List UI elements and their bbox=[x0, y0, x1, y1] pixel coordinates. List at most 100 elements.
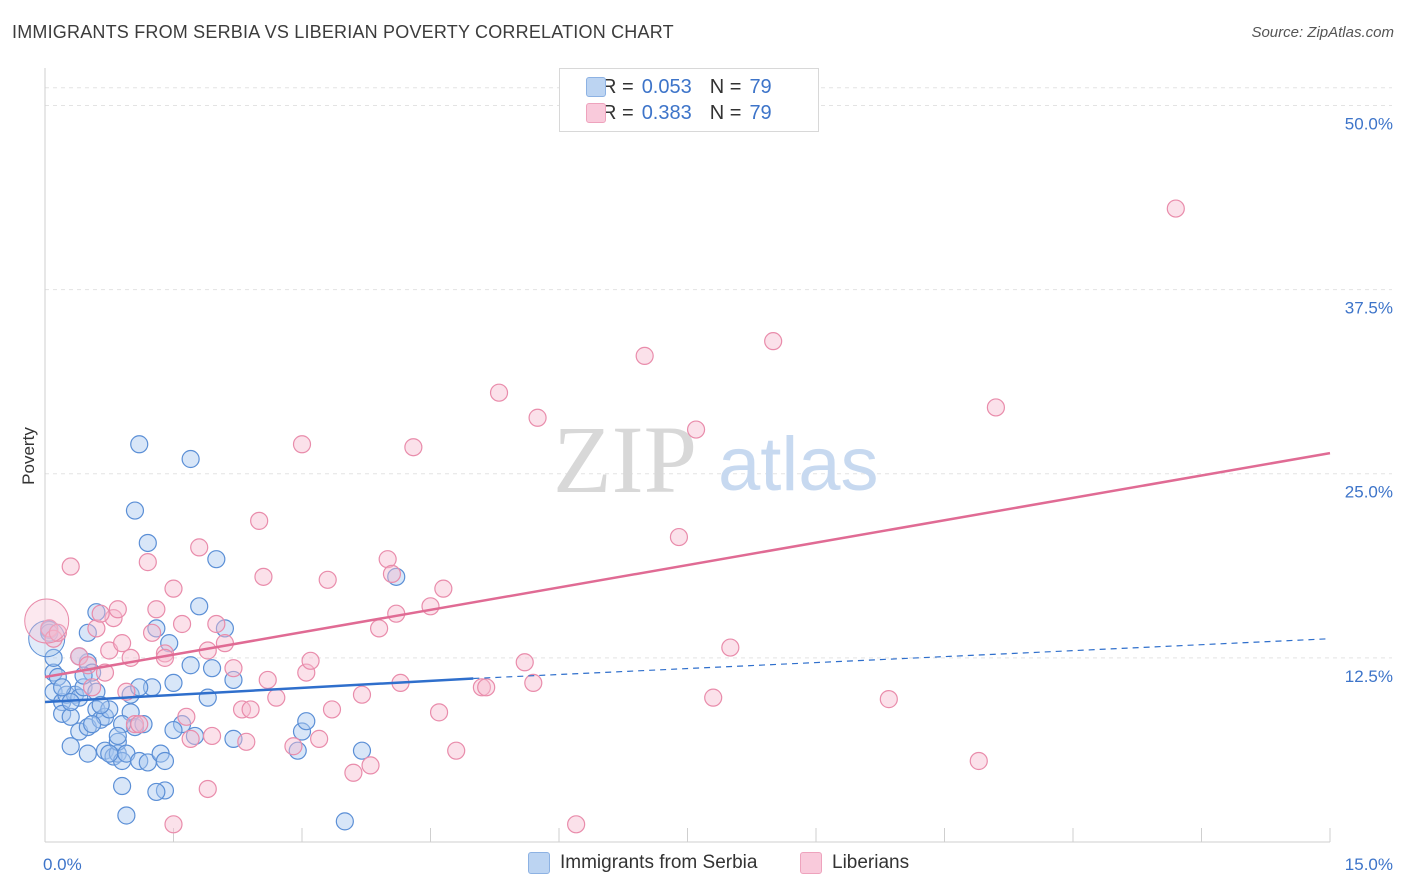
trend-line-serbia-extrapolated bbox=[473, 638, 1331, 680]
y-tick-label: 12.5% bbox=[1345, 667, 1393, 686]
data-point-liberia bbox=[112, 634, 132, 653]
correlation-legend: R = 0.053 N = 79 R = 0.383 N = 79 bbox=[559, 68, 819, 132]
x-tick-label: 0.0% bbox=[43, 855, 82, 874]
x-tick-label: 15.0% bbox=[1345, 855, 1393, 874]
data-point-serbia bbox=[125, 501, 145, 520]
data-point-serbia bbox=[164, 720, 183, 740]
data-point-serbia bbox=[61, 737, 80, 756]
data-point-liberia bbox=[370, 619, 389, 638]
series-serbia-points bbox=[28, 435, 406, 831]
data-point-liberia bbox=[704, 688, 723, 707]
data-point-liberia bbox=[447, 741, 466, 760]
data-point-liberia bbox=[361, 756, 380, 775]
data-point-serbia bbox=[160, 634, 179, 653]
data-point-liberia bbox=[164, 815, 183, 834]
data-point-liberia bbox=[130, 715, 149, 734]
data-point-liberia bbox=[297, 663, 316, 682]
data-point-liberia bbox=[764, 332, 783, 351]
data-point-liberia bbox=[190, 538, 209, 557]
data-point-liberia bbox=[635, 346, 654, 365]
data-point-serbia bbox=[70, 688, 89, 707]
data-point-liberia bbox=[515, 653, 534, 672]
legend-swatch-serbia bbox=[586, 77, 606, 97]
axes bbox=[44, 68, 1331, 843]
data-point-liberia bbox=[142, 623, 162, 642]
data-point-serbia bbox=[108, 726, 127, 746]
data-point-liberia bbox=[721, 638, 740, 657]
data-point-liberia bbox=[986, 398, 1006, 417]
data-point-liberia bbox=[310, 729, 329, 748]
watermark: ZIP atlas bbox=[553, 406, 879, 513]
data-point-liberia bbox=[477, 678, 496, 697]
data-point-liberia bbox=[61, 557, 80, 576]
data-point-liberia bbox=[87, 619, 106, 638]
data-point-liberia bbox=[284, 737, 303, 756]
data-point-liberia bbox=[40, 619, 59, 638]
y-tick-label: 37.5% bbox=[1345, 299, 1393, 318]
data-point-serbia bbox=[202, 659, 222, 678]
trend-lines bbox=[44, 451, 1331, 704]
data-point-liberia bbox=[125, 715, 145, 734]
legend-row-liberia: R = 0.383 N = 79 bbox=[586, 101, 772, 125]
data-point-liberia-large bbox=[24, 598, 70, 644]
data-point-liberia bbox=[472, 678, 491, 697]
legend-liberia-r-label: R = bbox=[602, 101, 634, 124]
data-point-serbia bbox=[352, 741, 372, 760]
data-point-liberia bbox=[117, 682, 136, 701]
gridlines bbox=[45, 87, 1392, 659]
legend-serbia-n-value: 79 bbox=[749, 75, 772, 98]
data-point-liberia bbox=[207, 614, 226, 634]
y-tick-label: 50.0% bbox=[1345, 114, 1393, 133]
data-point-liberia bbox=[528, 408, 547, 427]
bottom-legend-liberia-label: Liberians bbox=[832, 852, 910, 873]
chart-source: Source: ZipAtlas.com bbox=[1251, 24, 1394, 41]
data-point-liberia bbox=[254, 567, 273, 586]
bottom-legend-serbia: Immigrants from Serbia bbox=[528, 852, 757, 874]
data-point-serbia bbox=[91, 695, 110, 715]
data-point-liberia bbox=[352, 685, 372, 704]
data-point-liberia bbox=[669, 527, 689, 547]
data-point-serbia bbox=[190, 597, 209, 616]
y-tick-labels: 12.5% 25.0% 37.5% 50.0% bbox=[1345, 114, 1393, 685]
x-tick-labels: 0.0% 15.0% bbox=[43, 855, 1393, 874]
data-point-liberia bbox=[241, 700, 260, 719]
data-point-serbia bbox=[164, 673, 183, 693]
data-point-liberia bbox=[1166, 199, 1185, 218]
trend-line-serbia bbox=[44, 677, 474, 704]
legend-liberia-n-value: 79 bbox=[749, 101, 772, 124]
data-point-serbia bbox=[44, 648, 63, 667]
data-point-liberia bbox=[224, 659, 243, 678]
data-point-liberia bbox=[879, 690, 898, 709]
data-point-serbia bbox=[78, 744, 97, 763]
chart-title: IMMIGRANTS FROM SERBIA VS LIBERIAN POVER… bbox=[12, 22, 674, 42]
data-point-liberia bbox=[421, 597, 440, 616]
data-point-liberia bbox=[567, 815, 586, 834]
data-point-liberia bbox=[318, 570, 337, 589]
bottom-legend-swatch-serbia bbox=[528, 852, 550, 874]
data-point-liberia bbox=[83, 678, 102, 697]
legend-swatch-liberia bbox=[586, 103, 606, 123]
y-axis-label: Poverty bbox=[19, 427, 38, 485]
data-point-serbia bbox=[181, 656, 200, 675]
data-point-serbia bbox=[78, 623, 97, 642]
legend-serbia-n-label: N = bbox=[709, 75, 742, 98]
data-point-serbia bbox=[100, 700, 119, 719]
data-point-liberia bbox=[181, 729, 200, 748]
bottom-legend-liberia: Liberians bbox=[800, 852, 909, 874]
data-point-liberia bbox=[292, 435, 312, 454]
trend-line-liberia bbox=[44, 451, 1331, 679]
data-point-liberia bbox=[91, 604, 110, 623]
data-point-liberia bbox=[344, 763, 363, 782]
series-liberia-points bbox=[24, 199, 1185, 834]
data-point-liberia bbox=[429, 703, 449, 722]
data-point-liberia bbox=[404, 438, 423, 457]
watermark-atlas: atlas bbox=[718, 422, 879, 507]
data-point-serbia bbox=[215, 619, 234, 638]
data-point-liberia bbox=[434, 579, 453, 598]
data-point-serbia bbox=[335, 812, 354, 831]
data-point-liberia bbox=[378, 550, 397, 569]
data-point-liberia bbox=[382, 564, 402, 584]
data-point-liberia bbox=[215, 634, 234, 653]
data-point-liberia bbox=[322, 700, 342, 719]
